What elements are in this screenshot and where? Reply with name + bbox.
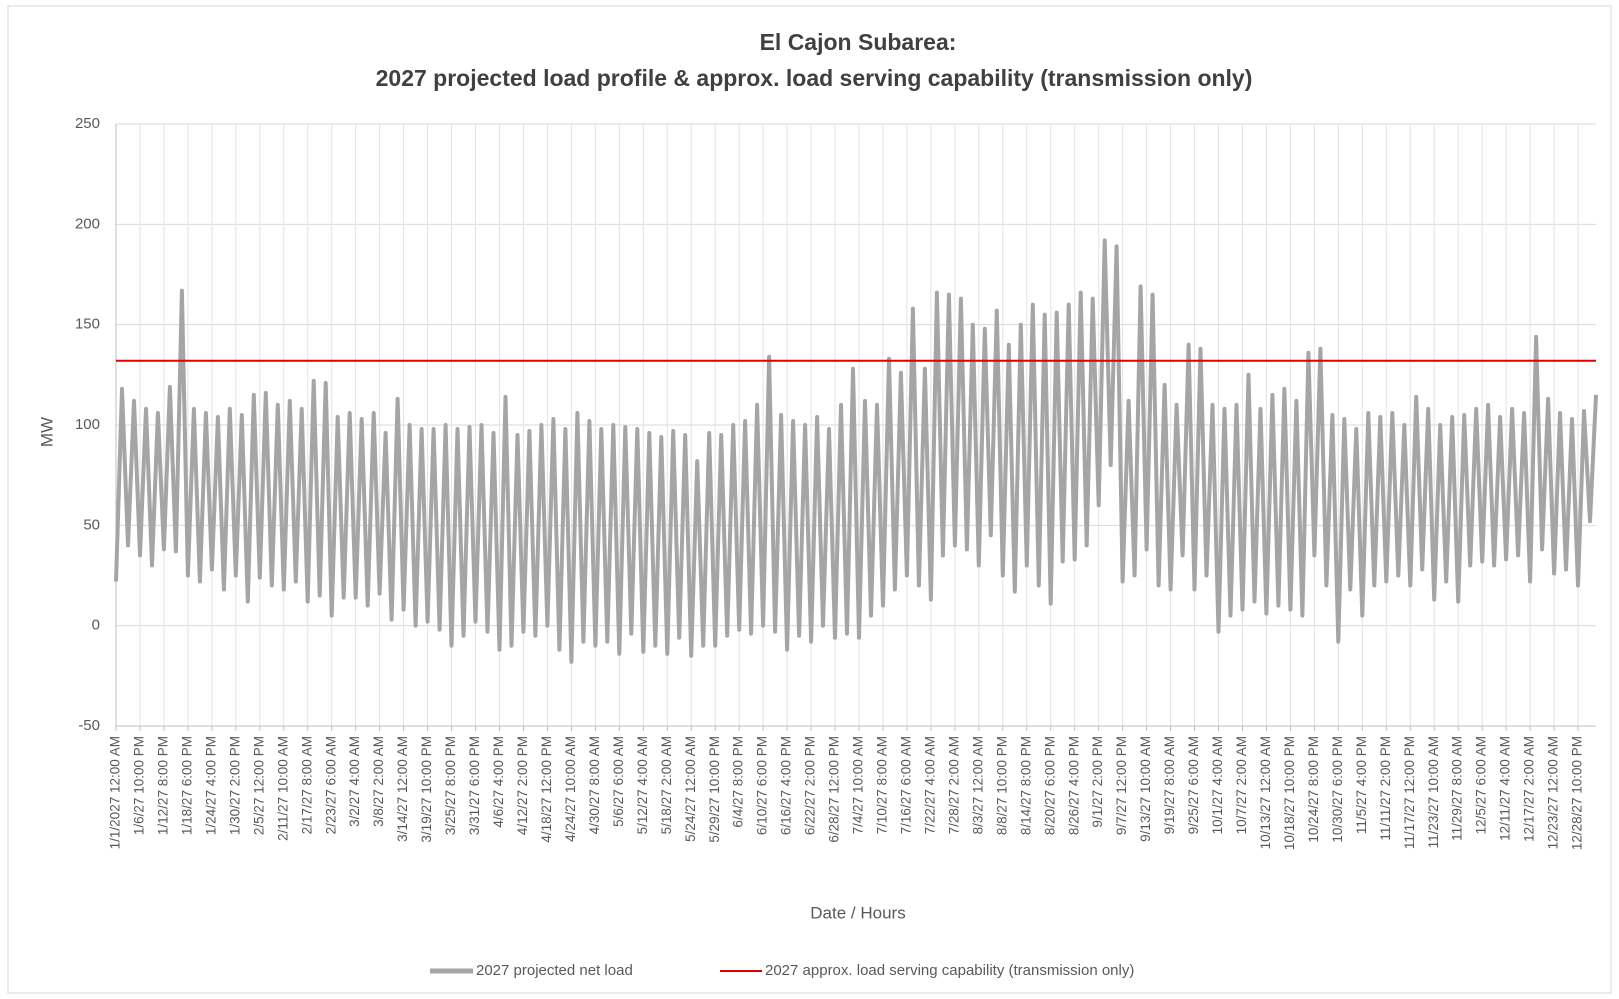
x-tick-label: 12/28/27 10:00 PM [1570,736,1585,850]
x-tick-label: 3/2/27 4:00 AM [347,736,362,827]
x-tick-label: 4/24/27 10:00 AM [563,736,578,842]
x-tick-label: 3/25/27 8:00 PM [443,736,458,835]
y-tick-label: 0 [92,617,100,634]
x-tick-label: 9/13/27 10:00 AM [1138,736,1153,842]
x-tick-label: 7/22/27 4:00 AM [922,736,937,834]
x-tick-label: 2/17/27 8:00 AM [299,736,314,834]
x-tick-label: 1/24/27 4:00 PM [203,736,218,835]
x-tick-label: 9/1/27 2:00 PM [1090,736,1105,828]
series-line [114,238,1598,664]
x-tick-label: 2/11/27 10:00 AM [275,736,290,841]
legend-label: 2027 projected net load [476,962,633,979]
y-tick-label: 100 [75,416,100,433]
x-tick-label: 12/11/27 4:00 AM [1498,736,1513,841]
x-tick-label: 9/25/27 6:00 AM [1186,736,1201,834]
x-tick-label: 1/12/27 8:00 PM [155,736,170,835]
x-tick-label: 3/14/27 12:00 AM [395,736,410,842]
x-tick-label: 6/4/27 8:00 PM [731,736,746,828]
x-tick-label: 7/10/27 8:00 AM [875,736,890,834]
x-tick-label: 5/12/27 4:00 AM [635,736,650,834]
x-tick-label: 4/30/27 8:00 AM [587,736,602,834]
x-tick-label: 8/26/27 4:00 PM [1066,736,1081,835]
x-tick-label: 1/18/27 6:00 PM [179,736,194,835]
x-tick-label: 5/6/27 6:00 AM [611,736,626,827]
x-tick-label: 10/30/27 6:00 PM [1330,736,1345,843]
x-tick-label: 11/11/27 2:00 PM [1378,736,1393,841]
x-tick-label: 1/6/27 10:00 PM [132,736,147,835]
x-tick-label: 10/13/27 12:00 AM [1258,736,1273,849]
x-tick-label: 7/4/27 10:00 AM [851,736,866,834]
x-tick-label: 3/31/27 6:00 PM [467,736,482,835]
x-tick-label: 10/1/27 4:00 AM [1210,736,1225,834]
chart-title: 2027 projected load profile & approx. lo… [376,65,1253,91]
x-tick-label: 4/18/27 12:00 PM [539,736,554,843]
y-tick-label: 200 [75,215,100,232]
y-axis-title: MW [37,417,56,447]
x-tick-label: 12/5/27 6:00 AM [1474,736,1489,834]
x-tick-label: 4/6/27 4:00 PM [491,736,506,828]
y-tick-label: -50 [78,717,100,734]
x-tick-label: 12/23/27 12:00 AM [1546,736,1561,849]
x-tick-label: 8/20/27 6:00 PM [1042,736,1057,835]
x-tick-label: 10/7/27 2:00 AM [1234,736,1249,834]
x-tick-label: 11/5/27 4:00 PM [1354,736,1369,834]
x-axis-title: Date / Hours [810,903,905,922]
x-tick-label: 6/16/27 4:00 PM [779,736,794,835]
x-tick-label: 1/1/2027 12:00 AM [108,736,123,849]
x-tick-label: 8/8/27 10:00 PM [994,736,1009,835]
x-tick-label: 8/14/27 8:00 PM [1018,736,1033,835]
x-tick-label: 5/29/27 10:00 PM [707,736,722,843]
x-tick-label: 6/10/27 6:00 PM [755,736,770,835]
y-tick-label: 250 [75,115,100,132]
x-tick-label: 11/23/27 10:00 AM [1426,736,1441,848]
y-tick-label: 150 [75,316,100,333]
y-tick-label: 50 [83,516,100,533]
x-tick-label: 11/29/27 8:00 AM [1450,736,1465,841]
x-tick-label: 2/5/27 12:00 PM [251,736,266,835]
x-tick-label: 11/17/27 12:00 PM [1402,736,1417,849]
x-tick-label: 7/28/27 2:00 AM [946,736,961,834]
x-tick-label: 6/22/27 2:00 PM [803,736,818,835]
x-tick-label: 2/23/27 6:00 AM [323,736,338,834]
x-tick-label: 4/12/27 2:00 PM [515,736,530,835]
x-tick-label: 3/8/27 2:00 AM [371,736,386,827]
x-tick-label: 9/19/27 8:00 AM [1162,736,1177,834]
x-tick-label: 1/30/27 2:00 PM [227,736,242,835]
x-tick-label: 8/3/27 12:00 AM [970,736,985,834]
chart-title: El Cajon Subarea: [760,29,957,55]
x-tick-label: 3/19/27 10:00 PM [419,736,434,843]
x-tick-label: 5/24/27 12:00 AM [683,736,698,842]
x-tick-label: 9/7/27 12:00 PM [1114,736,1129,835]
x-tick-label: 10/18/27 10:00 PM [1282,736,1297,850]
x-tick-label: 7/16/27 6:00 AM [898,736,913,834]
x-tick-label: 5/18/27 2:00 AM [659,736,674,834]
x-tick-label: 10/24/27 8:00 PM [1306,736,1321,843]
legend-label: 2027 approx. load serving capability (tr… [765,962,1134,979]
x-tick-label: 12/17/27 2:00 AM [1522,736,1537,842]
x-tick-label: 6/28/27 12:00 PM [827,736,842,843]
